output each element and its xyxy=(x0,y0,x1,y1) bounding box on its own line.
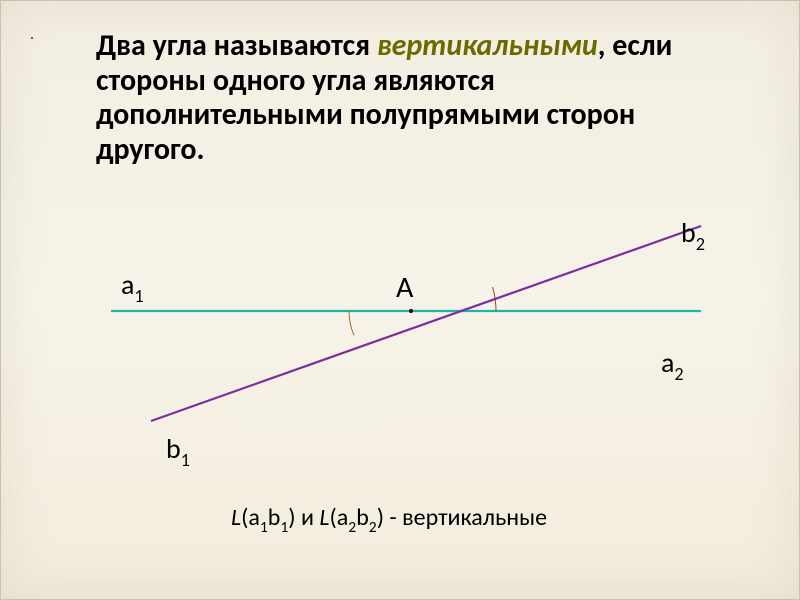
caption-angle-sym-2: L xyxy=(319,503,329,532)
label-ray-a1: a1 xyxy=(121,267,144,306)
caption-pair-2: (a2b2) xyxy=(330,503,384,532)
label-ray-b2: b2 xyxy=(681,215,705,254)
line-b xyxy=(151,226,701,421)
caption-angle-sym-1: L xyxy=(231,503,241,532)
vertex-point xyxy=(409,309,413,313)
slide-frame: Два угла называются вертикальными, если … xyxy=(0,0,800,600)
label-ray-b1: b1 xyxy=(166,431,190,470)
caption-conj: и xyxy=(296,503,320,532)
arc-left-angle xyxy=(349,311,354,335)
slide-content: Два угла называются вертикальными, если … xyxy=(1,1,799,599)
label-vertex-A: A xyxy=(396,269,413,306)
caption-suffix: - вертикальные xyxy=(384,503,547,532)
caption-pair-1: (a1b1) xyxy=(241,503,295,532)
vertical-angles-caption: L(a1b1) и L(a2b2) - вертикальные xyxy=(231,503,547,536)
label-ray-a2: a2 xyxy=(661,345,684,384)
